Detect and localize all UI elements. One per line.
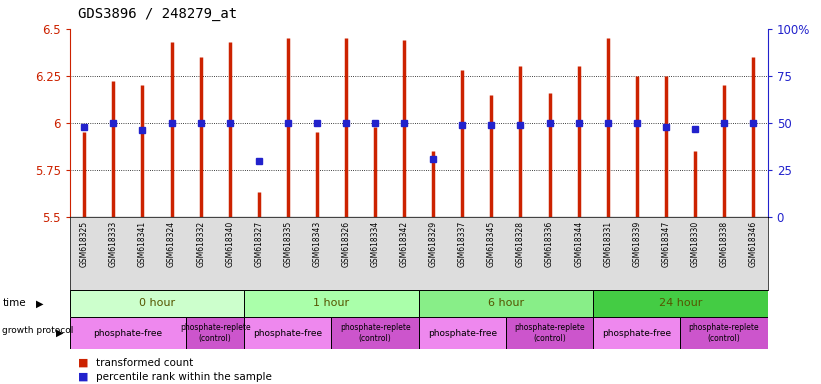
Text: GSM618347: GSM618347 [662, 220, 671, 267]
Text: ▶: ▶ [36, 298, 44, 308]
Text: GSM618340: GSM618340 [225, 220, 234, 267]
Bar [681, 317, 768, 349]
Text: phosphate-free: phosphate-free [428, 329, 497, 338]
Text: 6 hour: 6 hour [488, 298, 524, 308]
Text: GSM618329: GSM618329 [429, 220, 438, 267]
Text: 0 hour: 0 hour [139, 298, 175, 308]
Text: GSM618337: GSM618337 [458, 220, 467, 267]
Bar [506, 317, 594, 349]
Text: growth protocol: growth protocol [2, 326, 74, 334]
Text: GSM618336: GSM618336 [545, 220, 554, 267]
Text: phosphate-free: phosphate-free [94, 329, 163, 338]
Text: ■: ■ [78, 358, 89, 368]
Text: GSM618339: GSM618339 [632, 220, 641, 267]
Text: ■: ■ [78, 372, 89, 382]
Bar [593, 317, 681, 349]
Text: GSM618324: GSM618324 [167, 220, 176, 267]
Bar [70, 290, 245, 317]
Text: GSM618338: GSM618338 [719, 220, 728, 267]
Text: GSM618330: GSM618330 [690, 220, 699, 267]
Bar [593, 290, 768, 317]
Text: GSM618325: GSM618325 [80, 220, 89, 267]
Text: GSM618328: GSM618328 [516, 220, 525, 266]
Text: phosphate-replete
(control): phosphate-replete (control) [514, 323, 585, 343]
Text: GSM618346: GSM618346 [749, 220, 758, 267]
Bar [332, 317, 419, 349]
Text: GSM618335: GSM618335 [283, 220, 292, 267]
Text: GSM618344: GSM618344 [574, 220, 583, 267]
Text: phosphate-replete
(control): phosphate-replete (control) [180, 323, 250, 343]
Bar [419, 317, 506, 349]
Text: GDS3896 / 248279_at: GDS3896 / 248279_at [78, 7, 237, 21]
Text: GSM618334: GSM618334 [370, 220, 379, 267]
Text: percentile rank within the sample: percentile rank within the sample [96, 372, 272, 382]
Text: GSM618327: GSM618327 [255, 220, 264, 267]
Text: phosphate-free: phosphate-free [603, 329, 672, 338]
Text: GSM618331: GSM618331 [603, 220, 612, 267]
Bar [245, 317, 332, 349]
Text: GSM618343: GSM618343 [313, 220, 322, 267]
Bar [70, 317, 186, 349]
Text: GSM618345: GSM618345 [487, 220, 496, 267]
Text: 1 hour: 1 hour [314, 298, 350, 308]
Bar [419, 290, 594, 317]
Text: GSM618332: GSM618332 [196, 220, 205, 267]
Text: phosphate-free: phosphate-free [254, 329, 323, 338]
Text: ▶: ▶ [56, 328, 63, 338]
Text: GSM618342: GSM618342 [400, 220, 409, 267]
Text: GSM618341: GSM618341 [138, 220, 147, 267]
Text: GSM618326: GSM618326 [342, 220, 351, 267]
Text: phosphate-replete
(control): phosphate-replete (control) [689, 323, 759, 343]
Bar [245, 290, 419, 317]
Bar [186, 317, 245, 349]
Text: phosphate-replete
(control): phosphate-replete (control) [340, 323, 410, 343]
Text: GSM618333: GSM618333 [109, 220, 118, 267]
Text: transformed count: transformed count [96, 358, 193, 368]
Text: time: time [2, 298, 26, 308]
Text: 24 hour: 24 hour [658, 298, 702, 308]
